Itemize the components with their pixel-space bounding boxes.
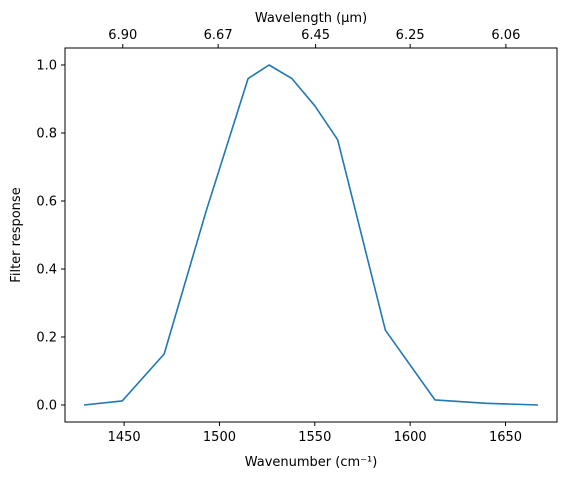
y-tick-label: 0.6	[36, 195, 57, 210]
top-tick-label: 6.45	[301, 28, 330, 43]
y-tick-label: 0.8	[36, 127, 57, 142]
top-tick-label: 6.25	[396, 28, 425, 43]
y-tick-label: 0.4	[36, 263, 57, 278]
plot-frame	[64, 47, 558, 423]
bottom-axis: 1450 1500 1550 1600 1650	[108, 422, 522, 445]
top-tick-label: 6.06	[491, 28, 520, 43]
x-tick-label: 1550	[298, 430, 331, 445]
top-axis-label: Wavelength (μm)	[255, 11, 367, 26]
y-axis-label: Filter response	[9, 187, 24, 282]
x-tick-label: 1600	[394, 430, 427, 445]
left-axis: 0.0 0.2 0.4 0.6 0.8 1.0	[36, 59, 65, 414]
series-layer	[83, 64, 538, 406]
y-tick-label: 1.0	[36, 59, 57, 74]
x-axis-label: Wavenumber (cm⁻¹)	[245, 455, 378, 470]
series-line	[83, 64, 538, 406]
top-axis: 6.90 6.67 6.45 6.25 6.06	[108, 28, 520, 48]
y-tick-label: 0.2	[36, 331, 57, 346]
x-tick-label: 1500	[203, 430, 236, 445]
top-tick-label: 6.67	[204, 28, 233, 43]
x-tick-label: 1450	[108, 430, 141, 445]
y-tick-label: 0.0	[36, 399, 57, 414]
top-tick-label: 6.90	[108, 28, 137, 43]
x-tick-label: 1650	[489, 430, 522, 445]
